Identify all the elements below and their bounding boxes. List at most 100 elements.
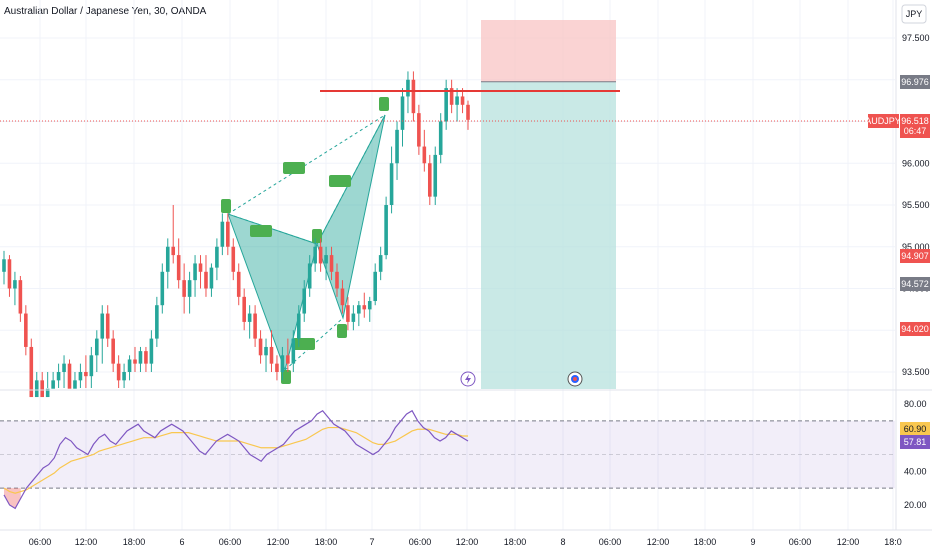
candle[interactable] [67, 359, 72, 389]
time-axis[interactable]: 06:00 12:00 18:00 6 06:00 12:00 18:00 7 06:00 12:… [0, 529, 932, 547]
candle[interactable] [373, 263, 377, 306]
candle[interactable] [247, 305, 252, 339]
candle[interactable] [100, 305, 105, 364]
candle[interactable] [406, 71, 410, 114]
candle[interactable] [122, 363, 126, 388]
candle[interactable] [313, 238, 317, 272]
lightning-icon[interactable] [460, 371, 476, 387]
candle[interactable] [187, 271, 192, 314]
candle[interactable] [444, 79, 448, 130]
candle[interactable] [318, 238, 323, 272]
candle[interactable] [2, 250, 6, 285]
candle[interactable] [460, 88, 465, 114]
candle[interactable] [56, 363, 61, 388]
candle[interactable] [155, 296, 159, 347]
candle[interactable] [78, 363, 83, 388]
candle[interactable] [24, 305, 28, 356]
candle[interactable] [127, 355, 132, 381]
pattern-xab[interactable] [227, 213, 318, 372]
dividend-icon[interactable] [567, 371, 583, 387]
candle[interactable] [466, 100, 470, 130]
candle[interactable] [182, 263, 186, 314]
candle[interactable] [105, 305, 110, 347]
candle[interactable] [144, 346, 148, 372]
candle[interactable] [231, 238, 236, 281]
candle[interactable] [18, 275, 23, 322]
candle[interactable] [176, 238, 181, 289]
candle[interactable] [73, 372, 77, 389]
candle[interactable] [193, 255, 197, 297]
candle[interactable] [286, 338, 290, 372]
candle[interactable] [34, 372, 39, 398]
pattern-point-badge[interactable] [337, 324, 347, 338]
pattern-xb-line[interactable] [227, 213, 318, 245]
candle[interactable] [335, 263, 339, 297]
candle[interactable] [367, 296, 372, 322]
candle[interactable] [351, 305, 356, 331]
candle[interactable] [236, 263, 241, 306]
candle[interactable] [384, 196, 388, 260]
pattern-point-badge[interactable] [329, 175, 351, 187]
candle[interactable] [378, 246, 383, 281]
pattern-point-badge[interactable] [312, 229, 322, 243]
pattern-point-badge[interactable] [221, 199, 231, 213]
pattern-point-badge[interactable] [293, 338, 315, 350]
currency-box[interactable] [901, 4, 927, 24]
candle[interactable] [357, 301, 361, 327]
candle[interactable] [242, 288, 246, 331]
candle[interactable] [258, 330, 263, 364]
reward-zone[interactable] [481, 81, 616, 389]
candle[interactable] [275, 355, 279, 381]
candle[interactable] [329, 246, 334, 281]
candle[interactable] [291, 330, 296, 372]
symbol-title[interactable]: Australian Dollar / Japanese Yen, 30, OA… [4, 6, 207, 17]
candle[interactable] [389, 146, 394, 214]
candle[interactable] [165, 238, 170, 289]
candle[interactable] [149, 330, 154, 372]
candle[interactable] [29, 338, 34, 398]
candle[interactable] [13, 271, 17, 306]
candle[interactable] [138, 346, 143, 372]
pattern-point-badge[interactable] [379, 97, 389, 111]
candle[interactable] [116, 355, 121, 388]
candle[interactable] [198, 255, 203, 289]
risk-zone[interactable] [481, 20, 616, 82]
pattern-xd-line[interactable] [227, 114, 386, 215]
candle[interactable] [62, 355, 66, 388]
candle[interactable] [362, 292, 367, 318]
candle[interactable] [411, 71, 416, 122]
candle[interactable] [346, 296, 350, 331]
candle[interactable] [324, 246, 328, 281]
candle[interactable] [7, 255, 12, 297]
candle[interactable] [264, 338, 268, 372]
harmonic-pattern[interactable] [221, 97, 389, 384]
candle[interactable] [226, 213, 230, 256]
candle[interactable] [340, 280, 345, 314]
candle[interactable] [204, 255, 208, 297]
candle[interactable] [95, 330, 99, 372]
candle[interactable] [84, 355, 88, 388]
candle[interactable] [438, 113, 443, 164]
candle[interactable] [455, 88, 459, 122]
candle[interactable] [302, 280, 307, 322]
candle[interactable] [89, 346, 94, 388]
candle[interactable] [422, 129, 427, 172]
candle[interactable] [220, 213, 225, 256]
candle[interactable] [51, 372, 55, 389]
pattern-point-badge[interactable] [250, 225, 272, 237]
pattern-point-badge[interactable] [283, 162, 305, 174]
candle[interactable] [417, 104, 421, 155]
candle[interactable] [160, 263, 165, 314]
pattern-point-badge[interactable] [281, 370, 291, 384]
candle[interactable] [449, 79, 454, 114]
candle[interactable] [209, 263, 214, 297]
candle[interactable] [171, 205, 176, 264]
candle[interactable] [111, 330, 115, 372]
candle[interactable] [280, 346, 285, 381]
candle[interactable] [427, 154, 432, 205]
candle[interactable] [400, 88, 405, 147]
candle[interactable] [307, 255, 312, 297]
candle[interactable] [215, 238, 219, 281]
candle[interactable] [45, 372, 50, 398]
